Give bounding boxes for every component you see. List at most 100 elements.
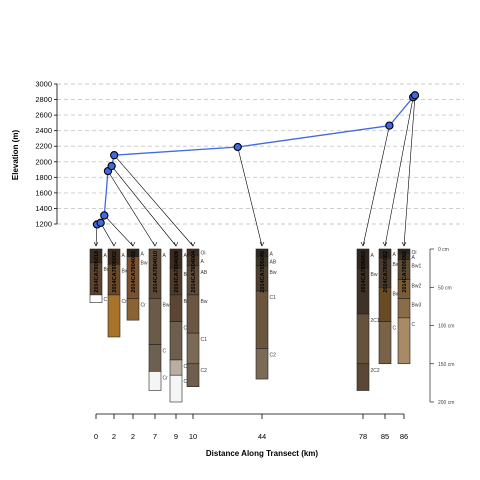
x-tick-label: 2 [112,432,116,441]
horizon-label: A [184,253,188,259]
x-axis: 0 2 2 7 9 10 44 78 85 86 [94,413,408,441]
soil-profile: A Bw Bw2 C 2014CA7805082 [378,248,403,365]
horizon-block [356,363,370,391]
horizon-block [107,294,121,338]
profile-id-label: 2014CA7805092 [402,251,408,293]
connector-line [384,97,414,247]
depth-tick-label: 200 cm [438,400,454,406]
connector-layer [93,95,416,247]
horizon-label: C1 [201,337,208,343]
horizon-label: A [270,251,274,257]
horizon-label: Bw1 [412,264,422,270]
y-tick-label: 3000 [35,80,52,89]
connector-line [111,165,177,247]
horizon-label: Bw3 [412,303,422,309]
horizon-block [148,298,162,345]
connector-arrowhead [111,241,117,247]
elevation-point [110,151,119,160]
connector-arrowhead [93,241,99,247]
x-axis-label: Distance Along Transect (km) [206,449,319,458]
depth-axis: 0 cm 50 cm 100 cm 150 cm 200 cm [429,247,454,406]
soil-profile: A Bw C 2014CA7805018 [89,248,111,303]
connector-arrowhead [259,241,265,247]
depth-tick-label: 50 cm [438,285,452,291]
horizon-block [397,317,411,365]
horizon-label: C1 [270,295,277,301]
horizon-label: Bt [184,272,189,278]
y-tick-label: 2800 [35,95,52,104]
elevation-point [385,121,394,130]
horizon-label: C2 [201,368,208,374]
horizon-label: Bw [104,267,111,273]
connector-line [403,95,416,247]
x-tick-label: 85 [381,432,389,441]
horizon-label: A [104,253,108,259]
profile-id-label: 2014CA7804032 [131,251,137,293]
elevation-point [96,218,105,227]
horizon-block [148,371,162,391]
horizon-label: A [371,253,375,259]
horizon-label: Bw2 [393,291,403,297]
horizon-label: C2 [270,352,277,358]
horizon-label: Cr [163,375,169,381]
connector-arrowhead [382,241,388,247]
horizon-block [186,294,200,334]
profile-id-label: 2014CA7804009 [174,251,180,293]
profile-id-label: 2014CA7805053 [361,251,367,293]
horizon-label: AB [270,260,277,266]
horizon-label: Cr [184,379,190,385]
elevation-point [410,91,420,100]
horizon-block [186,332,200,365]
profile-id-label: 2014CA7804004 [191,250,197,293]
y-tick-label: 1200 [35,220,52,229]
horizon-label: 2C2 [371,368,380,374]
horizon-label: Bw [270,270,277,276]
x-tick-label: 44 [258,432,266,441]
horizon-label: Oi [412,250,417,256]
elevation-point [107,161,116,171]
horizon-label: A [412,255,416,261]
profile-layer: A Bw C 2014CA7805018 A Bw Cr 2014CA7805002 A Bw Cr… [89,248,422,403]
horizon-label: Bw [163,303,170,309]
profile-id-label: 2014CA7805045 [260,251,266,293]
horizon-label: AB [201,270,208,276]
horizon-label: 2C1 [371,318,380,324]
horizon-label: Cr [141,303,147,309]
horizon-block [186,363,200,388]
horizon-label: A [122,253,126,259]
horizon-label: A [201,259,205,265]
x-tick-label: 9 [174,432,178,441]
horizon-label: C [412,322,416,328]
soil-profile: A Bw Cr 2014CA7805002 [107,248,129,338]
soil-profile: A AB Bw C1 C2 2014CA7805045 [255,248,277,380]
horizon-label: C [163,349,167,355]
horizon-label: A [393,252,397,258]
connector-arrowhead [401,241,407,247]
horizon-block [148,344,162,372]
connector-line [362,125,390,247]
soil-profile: A Bw C Cr 2014CA7804010 [148,248,170,391]
connector-arrowhead [360,241,366,247]
soil-profile: A Bw 2C1 2C2 2014CA7805053 [356,248,380,391]
soil-profile: OiA Bw1 Bw2 Bw3 C 2014CA7805092 [397,248,422,365]
horizon-block [255,290,269,349]
soil-profile: ABtBwC1C2Cr2014CA7804009 [169,248,191,403]
soil-profile: Oi A AB Bw C1 C2 2014CA7804004 [186,248,208,388]
y-tick-label: 1400 [35,204,52,213]
horizon-label: Bw [371,272,378,278]
connector-line [113,154,194,247]
connector-arrowhead [152,241,158,247]
profile-id-label: 2014CA7805018 [94,251,100,293]
horizon-block [356,313,370,365]
horizon-block [397,298,411,319]
profile-id-label: 2014CA7804010 [153,251,159,293]
elevation-point [233,142,242,152]
connector-line [107,170,156,247]
horizon-label: Bw2 [412,284,422,290]
horizon-block [89,294,103,303]
horizon-block [169,359,183,376]
x-tick-label: 78 [359,432,367,441]
y-tick-label: 2600 [35,111,52,120]
horizon-label: Cr [122,299,128,305]
